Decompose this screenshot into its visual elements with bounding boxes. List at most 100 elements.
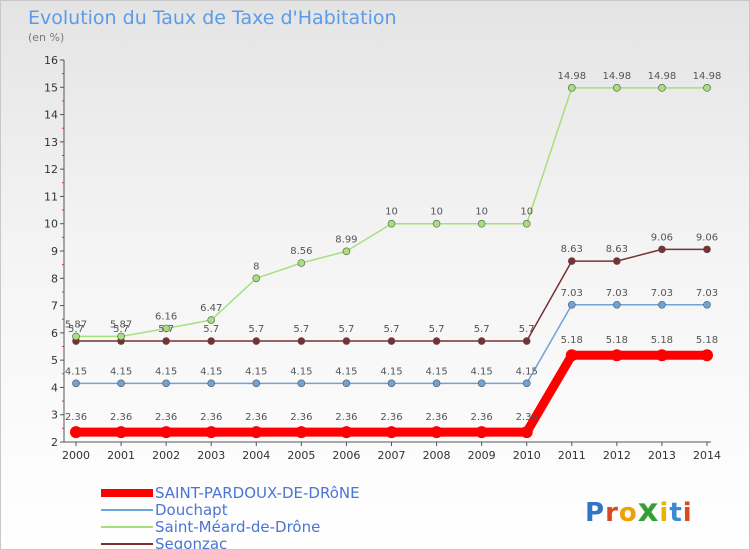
data-point — [70, 426, 82, 439]
data-point — [250, 426, 263, 439]
data-point — [703, 300, 711, 309]
data-label: 5.18 — [606, 335, 628, 346]
data-point — [703, 84, 711, 92]
y-tick-label: 16 — [44, 54, 58, 67]
legend-swatch — [101, 543, 153, 545]
x-tick-label: 2009 — [468, 449, 496, 462]
data-label: 5.87 — [65, 319, 87, 330]
y-tick-label: 10 — [44, 218, 58, 231]
data-point — [432, 337, 441, 345]
data-point — [385, 426, 398, 439]
data-point — [658, 245, 666, 254]
data-label: 6.16 — [155, 311, 177, 322]
data-label: 5.7 — [338, 324, 354, 335]
data-label: 6.47 — [200, 303, 222, 314]
data-label: 10 — [520, 207, 533, 218]
data-point — [567, 300, 576, 309]
legend-label: Segonzac — [155, 535, 228, 550]
x-tick-label: 2014 — [693, 449, 721, 462]
data-point — [160, 426, 173, 439]
data-label: 14.98 — [557, 71, 586, 82]
data-label: 5.7 — [429, 324, 445, 335]
data-point — [252, 379, 261, 388]
x-tick-label: 2004 — [242, 449, 270, 462]
data-label: 4.15 — [245, 366, 267, 377]
y-tick-label: 15 — [44, 81, 58, 94]
data-label: 8.63 — [606, 244, 628, 255]
x-tick-label: 2012 — [603, 449, 631, 462]
data-point — [387, 379, 396, 388]
data-label: 5.18 — [561, 335, 583, 346]
y-tick-label: 6 — [51, 327, 58, 340]
data-point — [295, 426, 308, 439]
data-point — [658, 300, 666, 309]
data-point — [297, 337, 306, 345]
data-label: 5.87 — [110, 319, 132, 330]
data-point — [117, 332, 125, 341]
data-label: 4.15 — [335, 366, 357, 377]
data-label: 4.15 — [200, 366, 222, 377]
data-label: 5.7 — [113, 324, 129, 335]
legend-swatch — [101, 509, 153, 511]
data-point — [162, 324, 170, 333]
data-point — [252, 274, 261, 283]
data-point — [520, 426, 533, 439]
data-label: 14.98 — [693, 71, 722, 82]
data-label: 5.7 — [293, 324, 309, 335]
data-point — [342, 337, 351, 345]
data-label: 7.03 — [561, 288, 583, 299]
x-tick-label: 2003 — [197, 449, 225, 462]
data-label: 8.56 — [290, 246, 312, 257]
data-label: 2.36 — [155, 412, 177, 423]
data-point — [610, 349, 623, 362]
chart-title: Evolution du Taux de Taxe d'Habitation — [28, 7, 397, 29]
data-label: 5.7 — [158, 324, 174, 335]
legend-label: Douchapt — [155, 501, 228, 519]
proxiti-logo: Proxiti — [585, 491, 693, 529]
x-tick-label: 2013 — [648, 449, 676, 462]
data-point — [477, 337, 486, 345]
data-point — [613, 84, 621, 92]
data-point — [565, 349, 578, 362]
data-point — [342, 247, 351, 256]
data-label: 10 — [385, 207, 398, 218]
y-tick-label: 14 — [44, 109, 58, 122]
data-label: 10 — [430, 207, 443, 218]
data-label: 4.15 — [380, 366, 402, 377]
data-label: 4.15 — [65, 366, 87, 377]
x-tick-label: 2006 — [332, 449, 360, 462]
data-point — [342, 379, 351, 388]
data-label: 8 — [253, 261, 259, 272]
data-point — [162, 337, 170, 345]
data-point — [567, 257, 576, 265]
data-point — [72, 332, 80, 341]
y-tick-label: 9 — [51, 245, 58, 258]
data-label: 2.36 — [471, 412, 493, 423]
data-label: 4.15 — [290, 366, 312, 377]
y-tick-label: 7 — [51, 300, 58, 313]
data-point — [475, 426, 488, 439]
data-label: 5.7 — [203, 324, 219, 335]
data-label: 7.03 — [696, 288, 718, 299]
data-label: 5.7 — [68, 324, 84, 335]
data-label: 2.36 — [110, 412, 132, 423]
data-label: 7.03 — [651, 288, 673, 299]
data-label: 2.36 — [65, 412, 87, 423]
data-point — [477, 219, 486, 228]
data-label: 2.36 — [425, 412, 447, 423]
data-point — [432, 379, 441, 388]
data-label: 2.36 — [335, 412, 357, 423]
data-label: 2.36 — [290, 412, 312, 423]
data-label: 5.7 — [248, 324, 264, 335]
data-point — [477, 379, 486, 388]
y-tick-label: 13 — [44, 136, 58, 149]
x-tick-label: 2007 — [378, 449, 406, 462]
data-label: 2.36 — [245, 412, 267, 423]
data-label: 9.06 — [651, 232, 673, 243]
data-label: 8.63 — [561, 244, 583, 255]
data-label: 4.15 — [110, 366, 132, 377]
data-point — [658, 84, 666, 92]
data-label: 8.99 — [335, 234, 357, 245]
data-label: 5.7 — [384, 324, 400, 335]
